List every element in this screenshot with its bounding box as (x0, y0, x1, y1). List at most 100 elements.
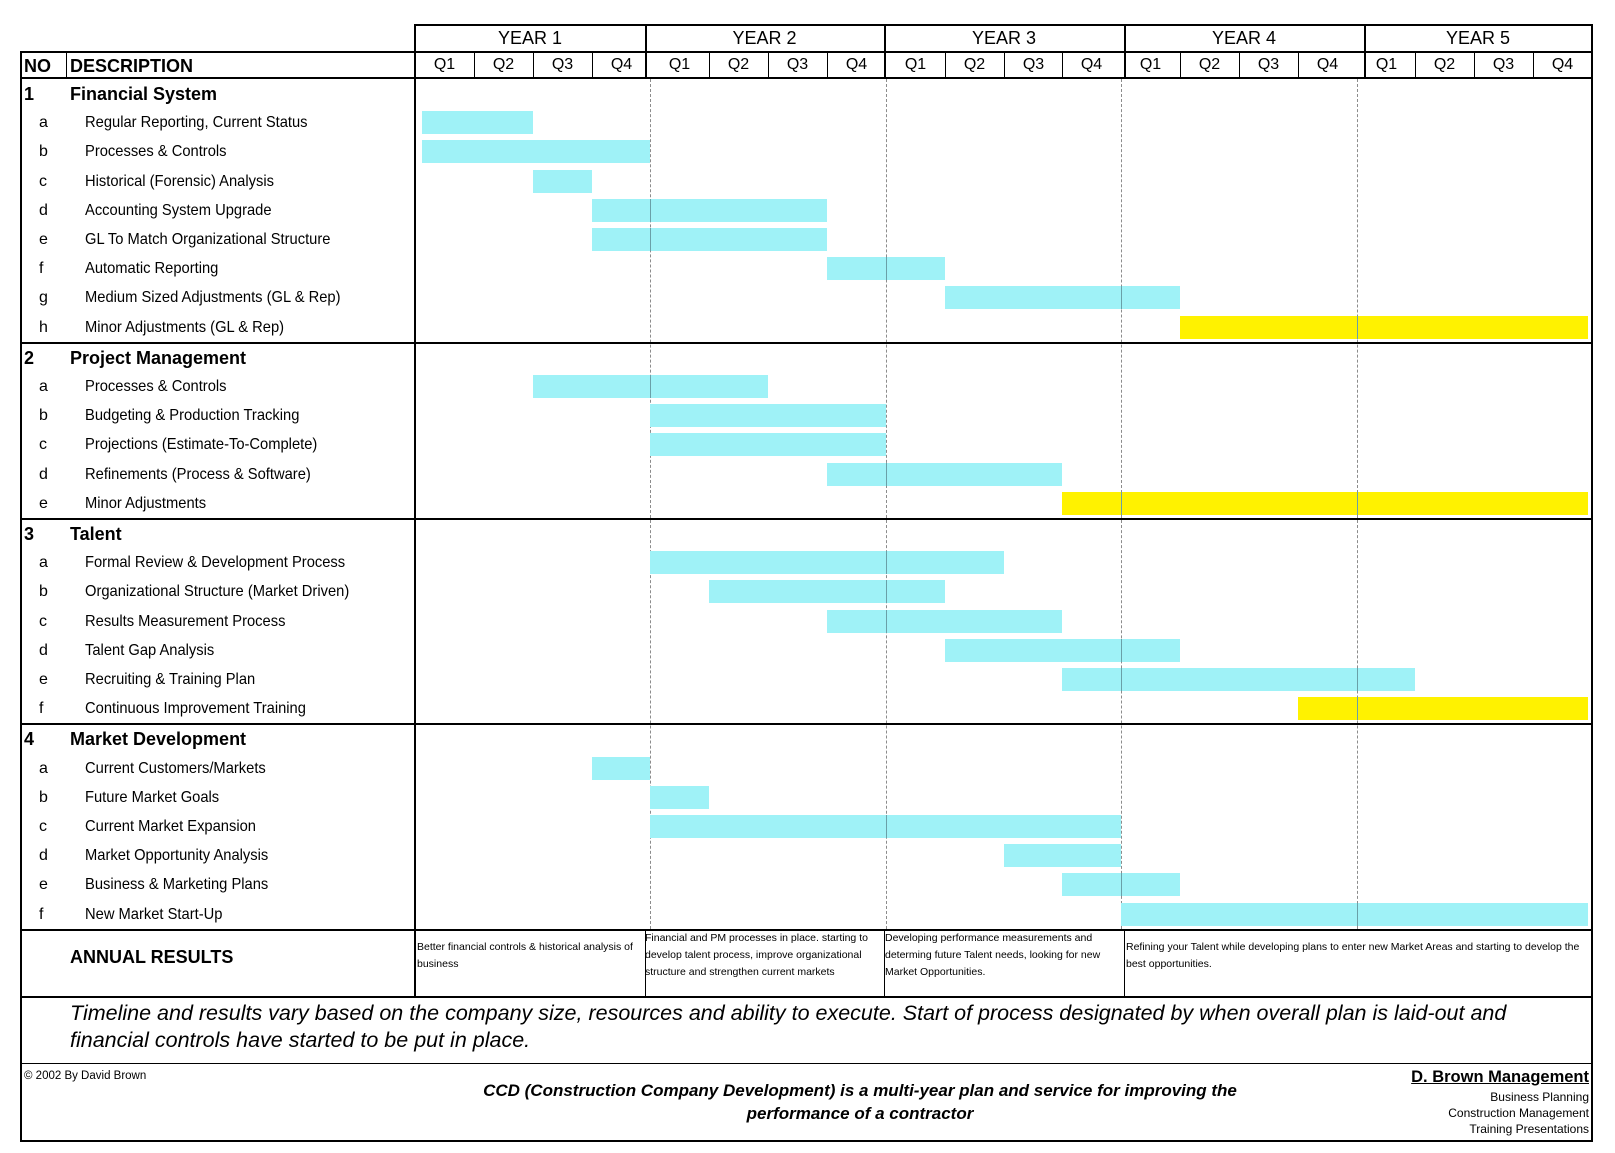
year-header-divider (884, 24, 886, 77)
quarter-header-divider (827, 51, 828, 77)
gantt-bar (945, 286, 1180, 310)
quarter-header: Q2 (1198, 56, 1221, 73)
year-header: YEAR 3 (971, 28, 1037, 48)
task-letter: d (39, 465, 48, 483)
gantt-bar (1062, 491, 1588, 515)
task-letter: a (39, 554, 48, 572)
quarter-header: Q3 (1257, 56, 1280, 73)
task-letter: e (39, 671, 48, 688)
year-guide-line (886, 79, 887, 929)
bar-year-divider (650, 228, 651, 251)
bar-year-divider (650, 375, 651, 398)
gantt-bar (650, 785, 709, 809)
gantt-bar (827, 462, 1062, 486)
task-letter: b (39, 143, 48, 161)
task-letter: d (39, 201, 48, 219)
quarter-header-divider (474, 51, 475, 77)
gantt-bar (945, 638, 1180, 662)
bar-year-divider (1357, 668, 1358, 691)
quarter-header: Q3 (1022, 56, 1045, 73)
task-label: GL To Match Organizational Structure (85, 231, 331, 248)
section-title: Market Development (70, 729, 247, 750)
quarter-header: Q1 (1139, 56, 1162, 73)
task-letter: g (39, 289, 48, 307)
quarter-header-divider (709, 51, 710, 77)
quarter-header: Q3 (1492, 56, 1515, 73)
company-block: D. Brown Management Business Planning Co… (1411, 1067, 1589, 1137)
description-column-header: DESCRIPTION (70, 56, 194, 76)
quarter-header: Q2 (492, 56, 515, 73)
bar-year-divider (1357, 902, 1358, 926)
section-separator (20, 723, 1593, 726)
year-header-divider (645, 24, 647, 77)
task-letter: f (39, 700, 44, 718)
task-label: Processes & Controls (85, 143, 227, 161)
task-label: Talent Gap Analysis (85, 641, 215, 659)
section-title: Financial System (70, 84, 218, 104)
task-label: Budgeting & Production Tracking (85, 407, 300, 425)
annual-result-year45: Refining your Talent while developing pl… (1126, 941, 1580, 970)
quarter-header-divider (1180, 51, 1181, 77)
annual-result-year1: Better financial controls & historical a… (417, 941, 633, 970)
quarter-header: Q4 (1316, 56, 1339, 73)
timeline-disclaimer: Timeline and results vary based on the c… (70, 1001, 1507, 1052)
task-letter: e (39, 876, 48, 894)
section-number: 2 (24, 347, 35, 368)
task-letter: h (39, 318, 48, 336)
quarter-header: Q3 (551, 56, 574, 73)
service-business-planning: Business Planning (1490, 1090, 1589, 1104)
bar-year-divider (650, 198, 651, 222)
annual-results-divider (645, 928, 646, 997)
frame-right (1591, 24, 1593, 1141)
bar-year-divider (886, 257, 887, 281)
section-title: Project Management (70, 347, 247, 368)
tagline-line-2: performance of a contractor (746, 1104, 974, 1123)
quarter-header: Q2 (727, 56, 750, 73)
quarter-header: Q2 (963, 56, 986, 73)
quarter-header-divider (1533, 51, 1534, 77)
quarter-header-divider (1239, 51, 1240, 77)
gantt-bar (1298, 697, 1588, 721)
task-label: Projections (Estimate-To-Complete) (85, 436, 318, 454)
task-label: Automatic Reporting (85, 260, 219, 278)
gantt-bar (827, 609, 1062, 633)
task-label: Regular Reporting, Current Status (85, 114, 308, 132)
gantt-bar (1121, 902, 1588, 926)
section-number: 4 (24, 729, 35, 750)
task-label: Future Market Goals (85, 788, 220, 806)
grid-bottom-rule (20, 928, 1593, 931)
copyright-notice: © 2002 By David Brown (24, 1070, 147, 1082)
task-letter: b (39, 788, 48, 806)
gantt-bar (650, 433, 886, 457)
year-header-divider (1364, 24, 1366, 77)
task-letter: b (39, 407, 48, 425)
annual-results-divider (884, 928, 885, 997)
task-letter: a (39, 114, 48, 132)
service-training-presentations: Training Presentations (1469, 1122, 1589, 1136)
year-header: YEAR 1 (497, 28, 563, 48)
bar-year-divider (886, 580, 887, 604)
quarter-header: Q1 (904, 56, 927, 73)
year-header: YEAR 5 (1445, 28, 1511, 48)
task-label: Organizational Structure (Market Driven) (85, 583, 350, 601)
bar-year-divider (1357, 697, 1358, 721)
section-title: Talent (70, 524, 122, 544)
task-label: Results Measurement Process (85, 612, 286, 630)
no-column-header: NO (24, 56, 51, 76)
quarter-header-divider (768, 51, 769, 77)
gantt-bar (650, 551, 1004, 575)
task-label: Formal Review & Development Process (85, 554, 346, 572)
annual-result-year3: Developing performance measurements and … (885, 932, 1101, 978)
task-letter: e (39, 231, 48, 248)
service-construction-management: Construction Management (1448, 1106, 1589, 1120)
year-header: YEAR 4 (1211, 28, 1277, 48)
bar-year-divider (1121, 873, 1122, 897)
task-label: New Market Start-Up (85, 905, 223, 923)
bar-year-divider (886, 815, 887, 838)
tagline-line-1: CCD (Construction Company Development) i… (483, 1081, 1237, 1100)
disclaimer-bottom-rule (20, 1063, 1593, 1064)
frame-left (20, 51, 22, 1141)
quarter-header-divider (1004, 51, 1005, 77)
task-label: Medium Sized Adjustments (GL & Rep) (85, 289, 341, 307)
